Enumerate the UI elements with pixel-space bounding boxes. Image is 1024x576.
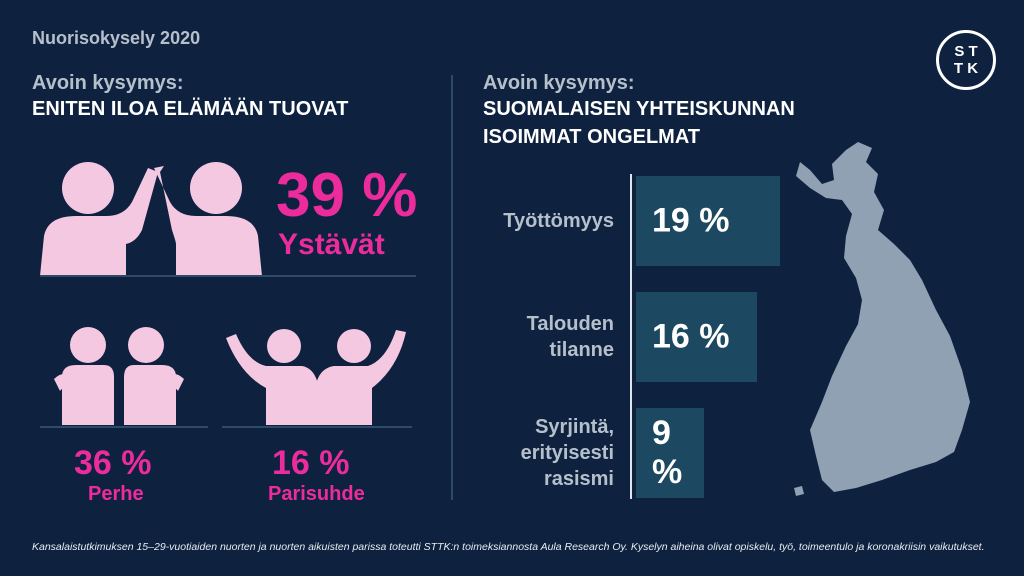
chart-axis bbox=[630, 174, 632, 499]
bar-syrjinta: 9 % bbox=[636, 408, 705, 498]
bar-label: Syrjintä, erityisesti rasismi bbox=[521, 414, 614, 492]
right-title-line1: SUOMALAISEN YHTEISKUNNAN bbox=[483, 98, 795, 120]
bar-label-line: erityisesti bbox=[520, 442, 614, 464]
bar-label-line: rasismi bbox=[543, 468, 614, 490]
bar-value: 9 % bbox=[652, 414, 683, 491]
bar-talouden-tilanne: 16 % bbox=[636, 292, 758, 382]
divider bbox=[40, 275, 416, 277]
bar-value: 16 % bbox=[652, 317, 730, 356]
sttk-logo: S T T K bbox=[936, 30, 996, 90]
couple-label: Parisuhde bbox=[268, 483, 365, 505]
divider bbox=[40, 426, 208, 428]
friends-high-five-icon bbox=[40, 162, 262, 276]
bar-label: Työttömyys bbox=[503, 208, 614, 234]
bar-label-line: tilanne bbox=[549, 339, 614, 361]
right-question-label: Avoin kysymys: bbox=[483, 72, 635, 94]
logo-line1: S T bbox=[954, 43, 978, 60]
left-question-label: Avoin kysymys: bbox=[32, 72, 184, 94]
couple-value: 16 % bbox=[272, 444, 350, 482]
friends-value: 39 % bbox=[276, 161, 418, 230]
bar-value: 19 % bbox=[652, 201, 730, 240]
left-title: ENITEN ILOA ELÄMÄÄN TUOVAT bbox=[32, 98, 349, 120]
bar-label: Talouden tilanne bbox=[527, 311, 614, 363]
friends-label: Ystävät bbox=[278, 228, 385, 261]
bar-label-line: Työttömyys bbox=[503, 210, 614, 232]
vertical-divider bbox=[451, 75, 453, 500]
bar-tyottomyys: 19 % bbox=[636, 176, 780, 266]
bar-label-line: Syrjintä, bbox=[535, 416, 614, 438]
footnote: Kansalaistutkimuksen 15–29-vuotiaiden nu… bbox=[32, 541, 985, 553]
family-value: 36 % bbox=[74, 444, 152, 482]
finland-map bbox=[794, 142, 970, 496]
family-hug-icon bbox=[54, 327, 184, 425]
logo-line2: T K bbox=[953, 60, 979, 77]
couple-cheering-icon bbox=[226, 329, 406, 425]
survey-title: Nuorisokysely 2020 bbox=[32, 28, 201, 48]
divider bbox=[222, 426, 412, 428]
right-title-line2: ISOIMMAT ONGELMAT bbox=[483, 126, 701, 148]
bar-label-line: Talouden bbox=[526, 313, 614, 335]
family-label: Perhe bbox=[88, 483, 144, 505]
